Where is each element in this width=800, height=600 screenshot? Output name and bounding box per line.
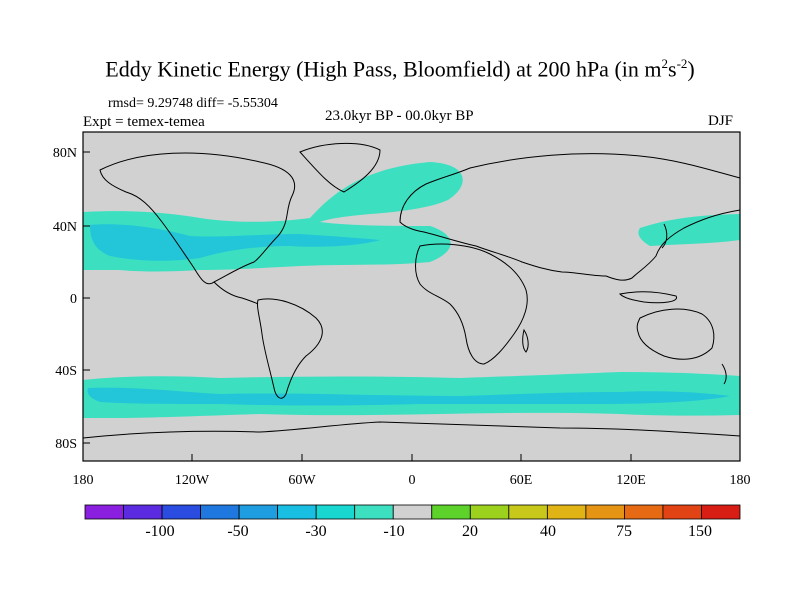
lon-label: 0: [409, 473, 416, 488]
colorbar-swatch: [546, 504, 587, 520]
colorbar-swatch: [200, 504, 240, 520]
lat-label: 40S: [55, 364, 77, 379]
colorbar-swatch: [431, 504, 471, 520]
lat-axis: 80N 40N 0 40S 80S: [53, 146, 90, 452]
colorbar-swatch: [469, 504, 510, 520]
lon-label: 120E: [616, 473, 646, 488]
colorbar-label: 150: [688, 523, 712, 540]
lon-label: 120W: [175, 473, 210, 488]
lat-label: 80N: [53, 146, 77, 161]
colorbar-label: -30: [305, 523, 326, 540]
colorbar-swatch: [161, 504, 201, 520]
coastlines: [82, 143, 741, 439]
colorbar: -100 -50 -30 -10 20 40 75 150: [84, 504, 741, 540]
lon-label: 60W: [288, 473, 316, 488]
colorbar-swatch: [662, 504, 702, 520]
colorbar-label: -100: [145, 523, 174, 540]
colorbar-swatch: [701, 504, 741, 520]
colorbar-swatch: [508, 504, 548, 520]
lon-label: 180: [730, 473, 751, 488]
colorbar-label: -10: [383, 523, 404, 540]
anomaly-band-south: [83, 372, 740, 418]
lat-label: 80S: [55, 437, 77, 452]
lon-label: 180: [73, 473, 94, 488]
colorbar-swatch: [238, 504, 279, 520]
colorbar-swatch: [315, 504, 356, 520]
colorbar-swatch: [392, 504, 433, 520]
period-label: 23.0kyr BP - 00.0kyr BP: [325, 108, 474, 124]
colorbar-swatch: [624, 504, 664, 520]
colorbar-swatch: [123, 504, 163, 520]
lon-axis: 180 120W 60W 0 60E 120E 180: [73, 454, 751, 488]
map-title: Eddy Kinetic Energy (High Pass, Bloomfie…: [105, 56, 695, 82]
season-label: DJF: [708, 113, 734, 129]
experiment-label: Expt = temex-temea: [83, 114, 205, 130]
colorbar-swatch: [277, 504, 317, 520]
colorbar-swatch: [84, 504, 124, 520]
colorbar-swatch: [585, 504, 625, 520]
colorbar-label: -50: [227, 523, 248, 540]
stats-text: rmsd= 9.29748 diff= -5.55304: [108, 96, 278, 111]
lat-label: 40N: [53, 220, 77, 235]
colorbar-label: 20: [462, 523, 478, 540]
lon-label: 60E: [510, 473, 533, 488]
colorbar-label: 40: [540, 523, 556, 540]
colorbar-label: 75: [616, 523, 632, 540]
lat-label: 0: [70, 292, 77, 307]
colorbar-swatch: [354, 504, 394, 520]
